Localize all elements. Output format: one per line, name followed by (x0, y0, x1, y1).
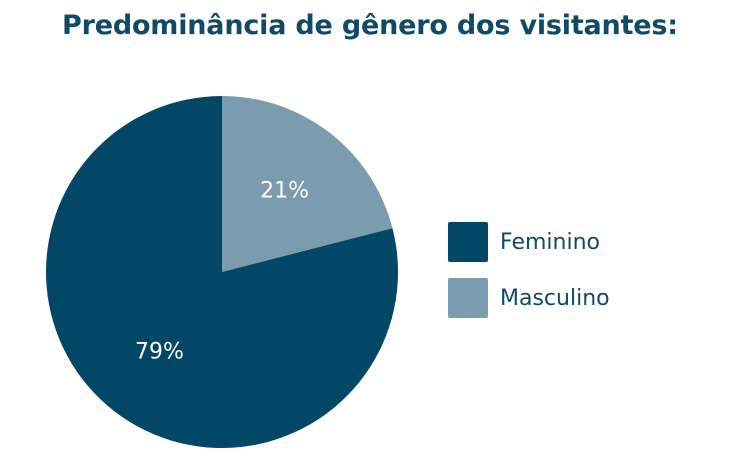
legend-swatch-feminino (448, 222, 488, 262)
chart-title: Predominância de gênero dos visitantes: (62, 10, 678, 41)
legend-item-feminino: Feminino (448, 222, 610, 262)
legend-label-feminino: Feminino (500, 229, 600, 255)
slice-label-masculino: 21% (260, 178, 309, 203)
slice-label-feminino: 79% (135, 340, 184, 365)
legend-item-masculino: Masculino (448, 278, 610, 318)
pie-slices (46, 96, 398, 448)
pie-slice-feminino (46, 96, 398, 448)
slice-labels: 21% 79% (135, 178, 309, 364)
legend: Feminino Masculino (448, 222, 610, 334)
pie-slice-masculino (222, 96, 393, 272)
legend-swatch-masculino (448, 278, 488, 318)
legend-label-masculino: Masculino (500, 285, 610, 311)
